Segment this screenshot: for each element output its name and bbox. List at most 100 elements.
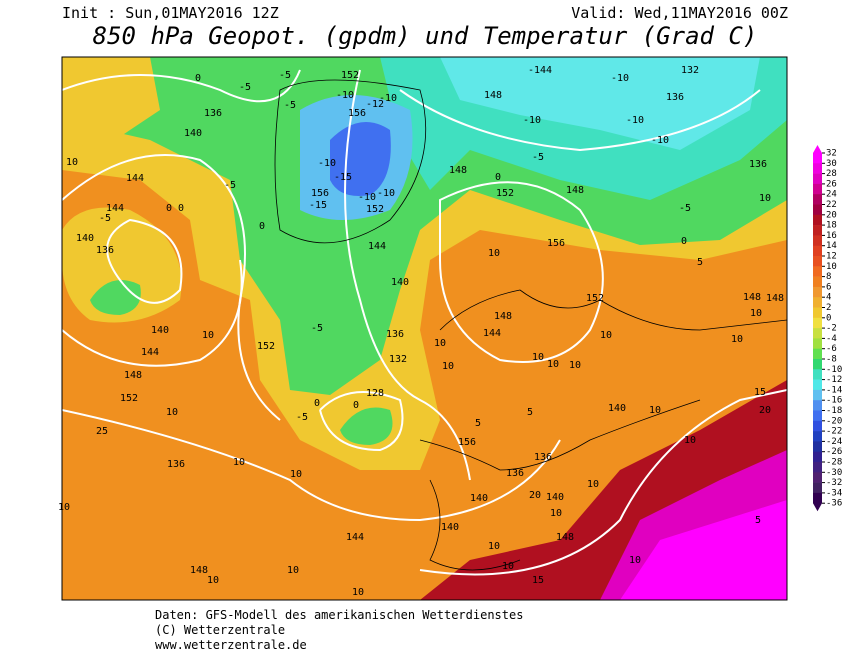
contour-label: 148 [190, 565, 208, 576]
contour-label: 10 [600, 330, 612, 341]
colorbar-band [813, 492, 822, 504]
colorbar-tick-label: -24 [826, 437, 842, 447]
valid-time: Valid: Wed,11MAY2016 00Z [571, 4, 788, 22]
contour-label: 148 [124, 370, 142, 381]
colorbar-tick-label: 24 [826, 190, 837, 200]
colorbar-band [813, 338, 822, 349]
contour-label: 10 [488, 541, 500, 552]
colorbar-tick-label: -8 [826, 355, 837, 365]
colorbar-band [813, 389, 822, 401]
contour-label: 10 [547, 359, 559, 370]
contour-label: 144 [346, 532, 364, 543]
contour-label: 10 [66, 157, 78, 168]
colorbar-tick-label: -36 [826, 499, 842, 509]
contour-label: 152 [120, 393, 138, 404]
colorbar-band [813, 462, 822, 473]
contour-label: -10 [379, 93, 397, 104]
contour-label: 10 [58, 502, 70, 513]
footer-source: Daten: GFS-Modell des amerikanischen Wet… [155, 608, 523, 622]
contour-label: 152 [257, 341, 275, 352]
contour-label: 136 [749, 159, 767, 170]
colorbar-tick-label: -10 [826, 365, 842, 375]
contour-label: 5 [527, 407, 533, 418]
colorbar-band [813, 245, 822, 257]
colorbar-band [813, 214, 822, 226]
contour-label: 148 [494, 311, 512, 322]
contour-label: 10 [502, 561, 514, 572]
contour-label: 148 [449, 165, 467, 176]
contour-label: 0 [314, 398, 320, 409]
contour-label: -5 [224, 180, 236, 191]
contour-label: 10 [750, 308, 762, 319]
contour-label: 0 [195, 73, 201, 84]
colorbar-band [813, 286, 822, 298]
contour-label: 152 [341, 70, 359, 81]
contour-label: 10 [731, 334, 743, 345]
contour-label: 0 0 [166, 203, 184, 214]
contour-label: -10 [651, 135, 669, 146]
colorbar-tick-label: 6 [826, 282, 831, 292]
colorbar-band [813, 225, 822, 236]
contour-label: 152 [586, 293, 604, 304]
colorbar-tick-label: -28 [826, 458, 842, 468]
colorbar-tick-label: 22 [826, 200, 837, 210]
colorbar-tick-label: 16 [826, 231, 837, 241]
contour-label: 15 [532, 575, 544, 586]
contour-label: -10 [611, 73, 629, 84]
contour-label: 10 [629, 555, 641, 566]
contour-label: -15 [334, 172, 352, 183]
contour-label: 140 [151, 325, 169, 336]
contour-label: 148 [556, 532, 574, 543]
colorbar-tick-label: -16 [826, 396, 842, 406]
colorbar-band [813, 472, 822, 483]
contour-label: -5 [284, 100, 296, 111]
contour-label: 136 [167, 459, 185, 470]
contour-label: 10 [587, 479, 599, 490]
colorbar-band [813, 266, 822, 277]
colorbar-tick-label: 26 [826, 179, 837, 189]
contour-label: -10 [523, 115, 541, 126]
contour-label: -5 [239, 82, 251, 93]
colorbar-tick-label: -12 [826, 375, 842, 385]
colorbar-tick-label: 2 [826, 303, 831, 313]
colorbar-band [813, 173, 822, 185]
contour-label: 136 [666, 92, 684, 103]
contour-label: 10 [532, 352, 544, 363]
contour-label: 10 [550, 508, 562, 519]
contour-label: 144 [126, 173, 144, 184]
colorbar-band [813, 194, 822, 205]
contour-label: 148 [566, 185, 584, 196]
contour-label: 10 [290, 469, 302, 480]
colorbar-band [813, 348, 822, 360]
contour-label: 10 [352, 587, 364, 598]
colorbar-tick-label: -20 [826, 416, 842, 426]
contour-label: 148 [766, 293, 784, 304]
colorbar-band [813, 420, 822, 432]
colorbar-band [813, 317, 822, 329]
colorbar-tick-label: 12 [826, 252, 837, 262]
contour-label: 148 [484, 90, 502, 101]
contour-label: 10 [649, 405, 661, 416]
contour-label: -5 [279, 70, 291, 81]
colorbar-band [813, 431, 822, 442]
colorbar-tick-label: -4 [826, 334, 837, 344]
contour-label: 156 [311, 188, 329, 199]
colorbar-band [813, 328, 822, 339]
colorbar-tick-label: -2 [826, 324, 837, 334]
colorbar-tick-label: 0 [826, 313, 831, 323]
colorbar-band [813, 400, 822, 411]
colorbar-band [813, 256, 822, 267]
contour-label: 140 [76, 233, 94, 244]
contour-label: 10 [287, 565, 299, 576]
map-title: 850 hPa Geopot. (gpdm) und Temperatur (G… [93, 22, 758, 50]
colorbar-band [813, 441, 822, 452]
contour-label: -12 [366, 99, 384, 110]
colorbar-tick-label: 32 [826, 149, 837, 159]
colorbar-band [813, 183, 822, 195]
contour-label: 140 [441, 522, 459, 533]
colorbar-bottom-arrow [813, 503, 822, 512]
contour-label: 10 [442, 361, 454, 372]
colorbar-band [813, 153, 822, 164]
contour-label: 10 [434, 338, 446, 349]
contour-label: -10 [626, 115, 644, 126]
